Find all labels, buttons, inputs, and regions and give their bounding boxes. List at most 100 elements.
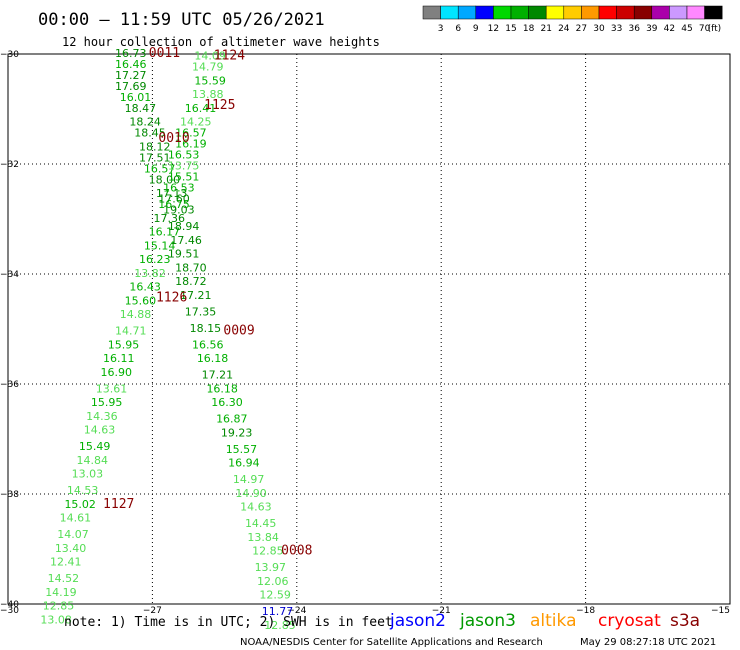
wave-height-value: 19.23 [221, 426, 253, 439]
page-title: 00:00 – 11:59 UTC 05/26/2021 [38, 10, 325, 30]
wave-height-value: 17.36 [153, 212, 185, 225]
x-tick-label: −27 [143, 606, 162, 616]
satellite-label-jason2: jason2 [389, 611, 446, 631]
wave-height-value: 17.51 [139, 151, 171, 164]
wave-height-value: 16.57 [175, 127, 207, 140]
legend-swatch [422, 5, 441, 20]
legend-swatch [563, 5, 582, 20]
legend-swatch [598, 5, 617, 20]
wave-height-value: 16.19 [175, 138, 207, 151]
wave-height-value: 16.01 [120, 91, 152, 104]
wave-height-value: 15.57 [226, 443, 258, 456]
wave-height-value: 18.15 [190, 322, 222, 335]
wave-height-value: 17.60 [158, 193, 190, 206]
plot-frame [7, 53, 731, 605]
legend-label: 30 [593, 24, 605, 34]
wave-height-value: 14.79 [192, 61, 224, 74]
wave-height-value: 13.61 [96, 382, 128, 395]
satellite-label-cryosat: cryosat [598, 611, 661, 631]
wave-height-value: 13.03 [72, 468, 104, 481]
wave-height-value: 17.21 [180, 289, 212, 302]
wave-height-value: 14.88 [120, 308, 152, 321]
x-tick-label: −24 [287, 606, 306, 616]
time-label: 1126 [156, 291, 187, 306]
y-tick-label: −38 [0, 490, 19, 500]
legend-label: 6 [455, 24, 461, 34]
wave-height-value: 16.53 [168, 149, 200, 162]
legend-label: 33 [611, 24, 622, 34]
y-tick-label: −34 [0, 270, 19, 280]
footer-timestamp: May 29 08:27:18 UTC 2021 [580, 637, 716, 648]
legend-swatch [633, 5, 653, 20]
legend-swatch [528, 5, 547, 20]
wave-height-value: 17.69 [115, 80, 147, 93]
legend-swatch [510, 5, 529, 20]
wave-height-value: 16.23 [139, 253, 171, 266]
satellite-label-s3a: s3a [670, 611, 700, 631]
legend-swatch [686, 5, 705, 20]
wave-height-value: 15.02 [64, 498, 96, 511]
legend-label: (ft) [708, 24, 722, 34]
satellite-label-jason3: jason3 [459, 611, 516, 631]
wave-height-value: 13.82 [134, 267, 166, 280]
wave-height-value: 17.27 [115, 69, 147, 82]
legend-label: 21 [540, 24, 551, 34]
wave-height-value: 18.72 [175, 275, 207, 288]
wave-height-value: 16.56 [192, 338, 224, 351]
legend-swatch [616, 5, 635, 20]
legend-label: 15 [505, 24, 516, 34]
legend-label: 27 [576, 24, 587, 34]
time-label: 0009 [223, 324, 254, 339]
wave-height-value: 18.24 [129, 116, 161, 129]
wave-height-value: 13.97 [255, 561, 287, 574]
wave-height-value: 16.30 [211, 396, 243, 409]
x-tick-label: −30 [0, 606, 19, 616]
wave-height-value: 16.53 [163, 182, 195, 195]
axis-ticks: −30 −27 −24 −21 −18 −15 −30 −32 −34 −36 −38 −40 [0, 50, 730, 616]
wave-height-value: 15.49 [79, 440, 111, 453]
legend-swatch [669, 5, 688, 20]
wave-height-value: 16.94 [228, 457, 260, 470]
legend-swatch [457, 5, 477, 20]
wave-height-value: 15.95 [91, 396, 123, 409]
legend-label: 36 [628, 24, 640, 34]
satellite-legend: jason2 jason3 altika cryosat s3a [389, 611, 700, 631]
legend-label: 39 [646, 24, 658, 34]
time-label: 1124 [214, 49, 245, 64]
legend-swatch [440, 5, 459, 20]
legend-label: 12 [488, 24, 499, 34]
y-tick-label: −30 [0, 50, 19, 60]
wave-height-value: 18.70 [175, 261, 207, 274]
wave-height-value: 13.75 [168, 160, 200, 173]
page-subtitle: 12 hour collection of altimeter wave hei… [62, 35, 380, 49]
color-legend: 3 6 9 12 15 18 21 24 27 30 33 36 39 42 45 70(ft) [422, 5, 723, 34]
wave-height-value: 14.84 [76, 454, 108, 467]
legend-swatch [545, 5, 565, 20]
wave-height-value: 12.06 [257, 575, 289, 588]
wave-height-value: 14.61 [60, 512, 92, 525]
wave-height-value: 16.75 [158, 198, 190, 211]
y-tick-label: −36 [0, 380, 19, 390]
wave-height-value: 16.18 [197, 352, 229, 365]
x-tick-label: −15 [711, 606, 730, 616]
wave-height-value: 12.59 [259, 589, 291, 602]
wave-height-value: 13.40 [55, 542, 87, 555]
wave-height-value: 15.60 [125, 294, 157, 307]
wave-height-value: 13.84 [247, 531, 279, 544]
wave-height-value: 16.11 [103, 352, 135, 365]
wave-height-value: 14.97 [233, 473, 265, 486]
wave-height-value: 16.41 [185, 102, 217, 115]
x-tick-label: −18 [576, 606, 595, 616]
wave-height-value: 14.45 [245, 517, 277, 530]
wave-height-value: 16.18 [206, 382, 238, 395]
wave-height-value: 17.21 [202, 369, 234, 382]
wave-height-value: 17.13 [156, 187, 188, 200]
y-tick-label: −32 [0, 160, 19, 170]
wave-height-value: 16.43 [129, 281, 161, 294]
wave-height-value: 18.94 [168, 220, 200, 233]
wave-height-value: 15.14 [144, 239, 176, 252]
wave-height-value: 14.71 [115, 325, 147, 338]
wave-height-value: 14.53 [67, 484, 99, 497]
wave-height-value: 14.63 [240, 501, 272, 514]
